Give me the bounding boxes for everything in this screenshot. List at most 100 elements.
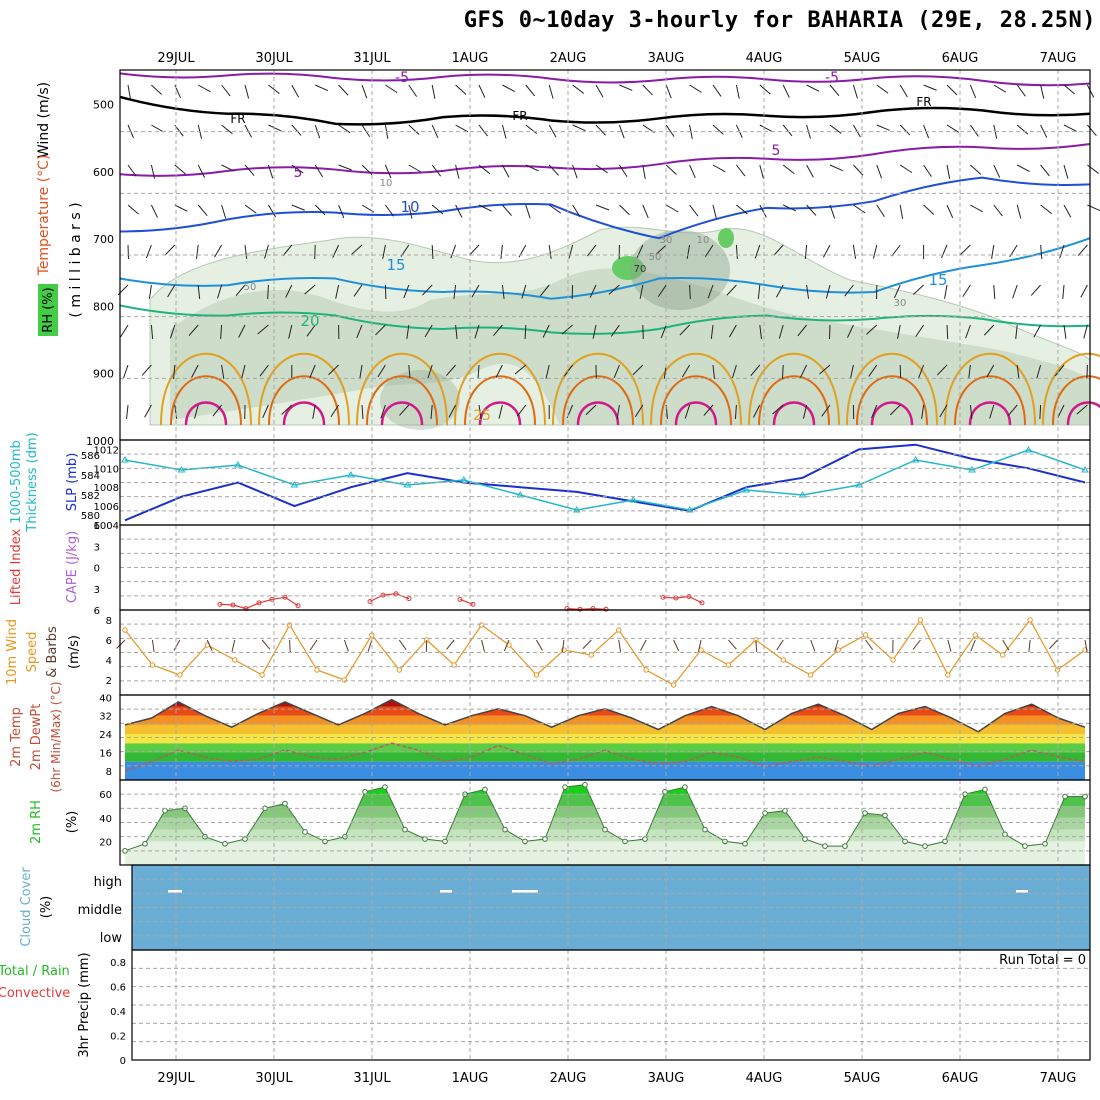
wind-barb [1033, 324, 1042, 338]
contour-label: -5 [395, 70, 409, 86]
wind-speed-marker [972, 632, 978, 638]
rh-marker [482, 786, 488, 793]
wind-barb [238, 324, 246, 338]
wind-barb [169, 324, 176, 339]
lifted-index-marker [699, 600, 705, 606]
isotherm-25-arch [356, 352, 448, 426]
tick-label: 2 [106, 676, 112, 687]
wind-barb [991, 244, 995, 259]
wind-barb [267, 284, 269, 300]
wind-barb [595, 84, 604, 98]
isotherm-10 [119, 176, 1091, 240]
x-tick-bottom: 7AUG [1040, 1071, 1077, 1086]
wind-speed-marker [396, 667, 402, 673]
wind-barb [431, 164, 442, 177]
thickness-marker [234, 461, 242, 468]
contour-label: FR [230, 112, 245, 126]
wind-barb [548, 84, 554, 99]
wind-barb [946, 204, 954, 218]
wind-barb [563, 364, 574, 377]
lifted-index-marker [380, 592, 386, 598]
rh-marker [422, 836, 428, 842]
tick-label: 40 [99, 693, 112, 704]
wind-barb [657, 284, 667, 297]
wind-barb [889, 404, 901, 416]
tick-label: 16 [99, 748, 112, 759]
wind-barb [572, 204, 581, 218]
wind-barb [689, 84, 702, 93]
wind-barb [853, 204, 866, 214]
wind-barb [173, 364, 176, 379]
wind-barb [197, 84, 211, 93]
tick-label: 1010 [94, 464, 119, 475]
wind-barb [757, 284, 761, 299]
wind-barb-10m [151, 639, 155, 652]
wind-barb [406, 324, 410, 339]
wind-barb [585, 404, 597, 416]
rh-marker [222, 840, 228, 847]
wind-barb-10m [503, 639, 510, 652]
rh-marker [242, 836, 248, 842]
wind-barb [800, 364, 808, 378]
wind-barb [542, 324, 550, 338]
wind-barb [259, 364, 269, 377]
lifted-index-marker [406, 596, 412, 602]
wind-barb [773, 244, 784, 256]
wind-barb [328, 364, 339, 376]
wind-barb [548, 204, 561, 214]
tick-label: 0.2 [110, 1032, 126, 1043]
wind-barb [335, 284, 340, 299]
isotherm-20 [119, 304, 1091, 335]
thickness-marker [572, 506, 581, 513]
wind-barb [221, 84, 231, 97]
wind-barb [312, 404, 316, 419]
wind-barb [681, 364, 691, 378]
wind-barb [214, 244, 223, 258]
wind-barb [540, 284, 550, 297]
ylabel-total-rain: Total / Rain [0, 964, 70, 979]
wind-barb [642, 84, 653, 96]
wind-barb [736, 164, 746, 177]
wind-barb [642, 164, 646, 179]
tick-label: 580 [81, 511, 100, 522]
rh-marker [282, 800, 288, 807]
wind-barb [262, 404, 269, 418]
thickness-marker [629, 496, 638, 503]
cloud-level-label: low [100, 931, 123, 946]
rh-marker [642, 836, 648, 842]
wind-barb [618, 164, 628, 178]
x-tick-bottom: 1AUG [452, 1071, 489, 1086]
wind-speed-marker [890, 657, 896, 663]
wind-barb-10m [582, 639, 592, 649]
wind-barb [127, 84, 131, 99]
wind-barb [618, 124, 625, 139]
wind-barb [455, 84, 467, 95]
tick-label: 8 [106, 767, 112, 778]
wind-barb [127, 164, 137, 177]
wind-barb [188, 324, 199, 336]
tick-label: 8 [106, 616, 112, 627]
wind-barb-10m [947, 639, 952, 652]
wind-barb-10m [116, 639, 126, 649]
wind-barb [572, 84, 585, 94]
lifted-index-marker [367, 599, 373, 604]
wind-barb [806, 204, 817, 216]
tick-label: 586 [81, 451, 100, 462]
rh-marker [1062, 793, 1068, 800]
wind-barb [455, 204, 463, 218]
isotherm-25-arch [650, 352, 742, 426]
lifted-index-marker [686, 594, 692, 600]
x-tick-top: 3AUG [648, 51, 685, 66]
wind-barb [568, 244, 574, 259]
wind-barb [613, 364, 620, 379]
tick-label: 0.6 [110, 983, 126, 994]
wind-barb [589, 284, 597, 298]
wind-barb [197, 164, 206, 178]
contour-label: 10 [380, 178, 393, 189]
wind-barb [686, 244, 691, 259]
wind-barb [712, 124, 724, 135]
isotherm-30-arch [856, 375, 928, 426]
wind-barb [502, 84, 515, 93]
contour-label: 5 [294, 165, 303, 181]
lifted-index-line [369, 593, 410, 603]
